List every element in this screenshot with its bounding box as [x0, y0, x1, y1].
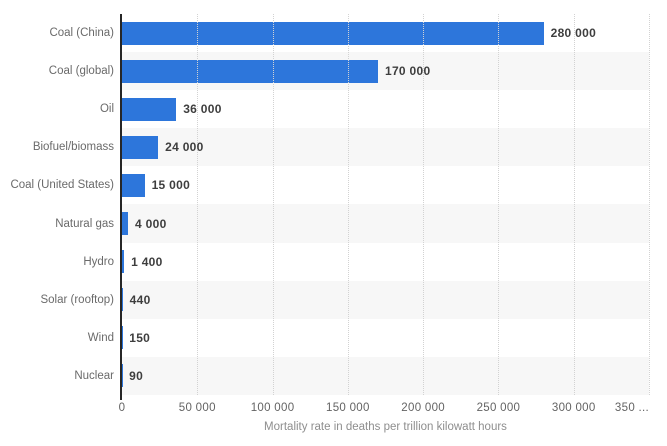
- chart-row: 36 000: [122, 90, 649, 128]
- x-tick-label: 100 000: [250, 402, 295, 414]
- category-label: Solar (rooftop): [40, 293, 114, 306]
- chart-row: 15 000: [122, 166, 649, 204]
- bar-coal-china[interactable]: [122, 21, 544, 45]
- value-label: 15 000: [151, 178, 191, 193]
- bar-solar-rooftop[interactable]: [122, 288, 123, 312]
- category-label: Biofuel/biomass: [32, 141, 114, 154]
- x-tick-label: 200 000: [401, 402, 445, 414]
- gridline: [649, 14, 650, 395]
- value-label: 280 000: [550, 26, 597, 41]
- x-tick-label: 150 000: [326, 402, 370, 414]
- x-axis-ticks: 0 50 000 100 000 150 000 200 000 250 000 300 0…: [0, 402, 667, 417]
- value-label: 90: [129, 368, 144, 383]
- chart-row: 280 000: [122, 14, 649, 52]
- value-label: 1 400: [131, 254, 163, 269]
- value-label: 170 000: [384, 64, 431, 79]
- category-label: Wind: [87, 331, 114, 344]
- bar-natural-gas[interactable]: [122, 212, 129, 236]
- x-tick-label: 250 000: [476, 402, 521, 414]
- x-axis-title: Mortality rate in deaths per trillion ki…: [264, 421, 507, 433]
- chart-rows: 280 000 170 000 36 000 24 000 15 000 4 000 1 4…: [122, 14, 649, 395]
- bar-oil[interactable]: [122, 97, 177, 121]
- bar-coal-global[interactable]: [122, 59, 378, 83]
- category-label: Coal (United States): [10, 179, 114, 192]
- category-label: Hydro: [83, 255, 114, 268]
- chart-row: 440: [122, 280, 649, 319]
- category-label: Natural gas: [55, 217, 114, 230]
- chart-row: 170 000: [122, 52, 649, 91]
- chart-row: 4 000: [122, 204, 649, 243]
- category-labels: Coal (China) Coal (global) Oil Biofuel/biom…: [0, 14, 114, 395]
- plot-area: 280 000 170 000 36 000 24 000 15 000 4 000 1 4…: [122, 14, 650, 395]
- chart-row: 1 400: [122, 243, 649, 281]
- x-tick-label: 50 000: [178, 402, 216, 414]
- value-label: 150: [129, 330, 151, 345]
- bar-biofuel-biomass[interactable]: [122, 135, 159, 159]
- value-label: 24 000: [165, 140, 204, 155]
- bar-coal-united-states[interactable]: [122, 173, 145, 197]
- x-tick-label: 350 ...: [614, 402, 649, 414]
- bar-hydro[interactable]: [122, 250, 125, 274]
- x-tick-label: 0: [118, 402, 126, 414]
- category-label: Nuclear: [74, 369, 114, 382]
- chart-row: 90: [122, 356, 649, 395]
- chart-row: 150: [122, 319, 649, 357]
- chart-row: 24 000: [122, 128, 649, 167]
- value-label: 36 000: [183, 102, 222, 117]
- category-label: Coal (global): [48, 65, 114, 78]
- y-axis-line: [120, 14, 122, 400]
- value-label: 4 000: [135, 216, 167, 231]
- x-tick-label: 300 000: [551, 402, 596, 414]
- category-label: Coal (China): [49, 27, 114, 40]
- category-label: Oil: [99, 103, 114, 116]
- value-label: 440: [129, 292, 151, 307]
